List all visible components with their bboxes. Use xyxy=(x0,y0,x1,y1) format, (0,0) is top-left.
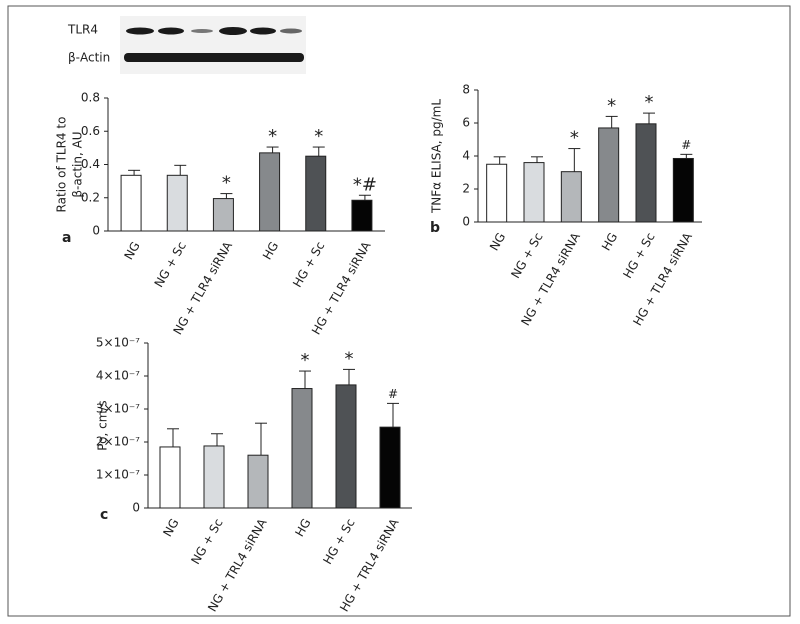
bar xyxy=(560,171,582,223)
blot-band xyxy=(280,28,302,34)
y-tick-label: 0.8 xyxy=(81,91,100,105)
panel-letter: c xyxy=(100,507,108,523)
significance-marker: *# xyxy=(353,174,377,195)
bar xyxy=(305,155,327,232)
x-tick-label: NG xyxy=(160,516,181,539)
blot-image xyxy=(120,16,306,74)
bar xyxy=(351,199,373,232)
bar xyxy=(486,163,508,223)
significance-marker: * xyxy=(268,126,277,147)
y-tick-label: 2 xyxy=(462,182,470,196)
y-tick-label: 1×10⁻⁷ xyxy=(96,468,140,482)
significance-marker: # xyxy=(681,138,691,152)
bar xyxy=(379,426,401,509)
blot-band xyxy=(250,27,276,35)
x-tick-label: HG xyxy=(599,230,620,253)
significance-marker: # xyxy=(388,387,398,401)
x-tick-label: HG + Sc xyxy=(320,516,357,567)
y-tick-label: 0.4 xyxy=(81,157,100,171)
x-tick-label: HG + Sc xyxy=(290,239,327,290)
frame xyxy=(7,5,791,617)
bar xyxy=(212,198,234,232)
y-axis-label: Po, cm/s xyxy=(96,400,110,450)
y-axis-label: TNFα ELISA, pg/mL xyxy=(430,99,444,214)
blot-label: β-Actin xyxy=(68,51,110,65)
y-tick-label: 0 xyxy=(462,215,470,229)
bar xyxy=(335,384,357,509)
blot-band xyxy=(191,29,213,33)
significance-marker: * xyxy=(607,95,616,116)
bar xyxy=(291,388,313,509)
y-tick-label: 0.2 xyxy=(81,190,100,204)
x-tick-label: NG + Sc xyxy=(152,239,189,289)
y-tick-label: 4×10⁻⁷ xyxy=(96,369,140,383)
x-tick-label: HG + Sc xyxy=(620,230,657,281)
bar xyxy=(159,446,181,509)
blot-band xyxy=(219,27,247,35)
blot-band xyxy=(124,53,304,62)
bar xyxy=(247,454,269,509)
x-tick-label: NG xyxy=(121,239,142,262)
x-tick-label: HG xyxy=(260,239,281,262)
x-tick-label: HG xyxy=(292,516,313,539)
y-tick-label: 0 xyxy=(92,224,100,238)
significance-marker: * xyxy=(345,348,354,369)
y-tick-label: 0 xyxy=(132,501,140,515)
significance-marker: * xyxy=(301,350,310,371)
significance-marker: * xyxy=(314,126,323,147)
bar xyxy=(672,157,694,223)
y-tick-label: 4 xyxy=(462,149,470,163)
bar xyxy=(523,162,545,223)
x-tick-label: NG + Sc xyxy=(188,516,225,566)
y-axis-label: Ratio of TLR4 to xyxy=(55,117,69,213)
bar xyxy=(598,127,620,223)
bar xyxy=(203,445,225,509)
blot-band xyxy=(126,27,154,35)
panel-letter: a xyxy=(62,230,71,246)
bar xyxy=(120,174,142,232)
y-tick-label: 8 xyxy=(462,83,470,97)
blot-label: TLR4 xyxy=(67,23,98,37)
significance-marker: * xyxy=(645,92,654,113)
bar xyxy=(635,123,657,223)
western-blot: TLR4 β-Actin xyxy=(67,16,306,74)
panel-letter: b xyxy=(430,220,440,236)
x-tick-label: NG xyxy=(487,230,508,253)
y-tick-label: 0.6 xyxy=(81,124,100,138)
bar xyxy=(166,174,188,232)
blot-band xyxy=(158,27,184,35)
significance-marker: * xyxy=(570,128,579,149)
bar xyxy=(259,152,281,232)
y-axis-label: β-actin, AU xyxy=(71,131,85,197)
x-tick-label: NG + Sc xyxy=(508,230,545,280)
significance-marker: * xyxy=(222,173,231,194)
y-tick-label: 6 xyxy=(462,116,470,130)
y-tick-label: 3×10⁻⁷ xyxy=(96,402,140,416)
y-tick-label: 2×10⁻⁷ xyxy=(96,435,140,449)
y-tick-label: 5×10⁻⁷ xyxy=(96,336,140,350)
